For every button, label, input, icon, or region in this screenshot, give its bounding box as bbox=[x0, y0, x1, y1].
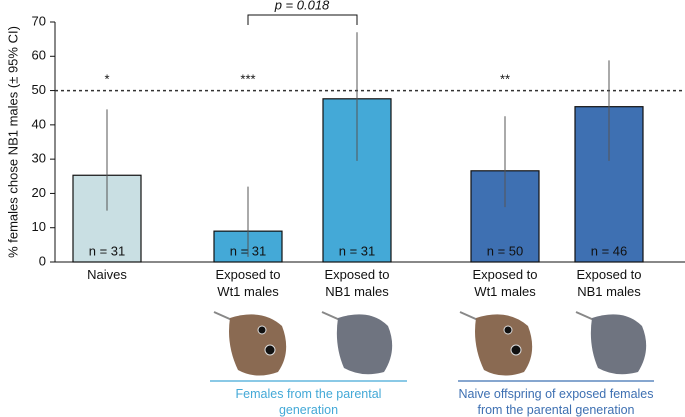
n-label: n = 31 bbox=[339, 243, 376, 258]
wing-icon bbox=[575, 311, 647, 375]
n-label: n = 46 bbox=[591, 243, 628, 258]
x-tick-label: Exposed to NB1 males bbox=[576, 267, 642, 299]
y-tick-label: 20 bbox=[32, 185, 46, 200]
wing-icon bbox=[321, 311, 393, 375]
n-label: n = 31 bbox=[89, 243, 126, 258]
y-tick-label: 50 bbox=[32, 82, 46, 97]
x-tick-label: Exposed to NB1 males bbox=[324, 267, 390, 299]
significance: ** bbox=[500, 71, 510, 86]
y-tick-label: 60 bbox=[32, 48, 46, 63]
x-tick-label: Exposed to Wt1 males bbox=[472, 267, 538, 299]
group-label: Naive offspring of exposed females from … bbox=[458, 387, 654, 417]
group-label: Females from the parental generation bbox=[235, 387, 382, 417]
significance: *** bbox=[240, 71, 255, 86]
p-bracket bbox=[247, 14, 358, 25]
x-tick-label: Exposed to Wt1 males bbox=[215, 267, 281, 299]
significance: * bbox=[104, 71, 109, 86]
y-tick-label: 10 bbox=[32, 219, 46, 234]
y-tick-label: 40 bbox=[32, 116, 46, 131]
n-label: n = 31 bbox=[230, 243, 267, 258]
wing-icon bbox=[213, 311, 287, 376]
n-label: n = 50 bbox=[487, 243, 524, 258]
x-tick-label: Naives bbox=[87, 267, 127, 282]
y-tick-label: 70 bbox=[32, 13, 46, 28]
y-tick-label: 0 bbox=[39, 253, 46, 268]
wing-icon bbox=[459, 311, 533, 376]
p-value: p = 0.018 bbox=[274, 0, 330, 12]
y-tick-label: 30 bbox=[32, 151, 46, 166]
y-axis-label: % females chose NB1 males (± 95% CI) bbox=[5, 26, 20, 258]
